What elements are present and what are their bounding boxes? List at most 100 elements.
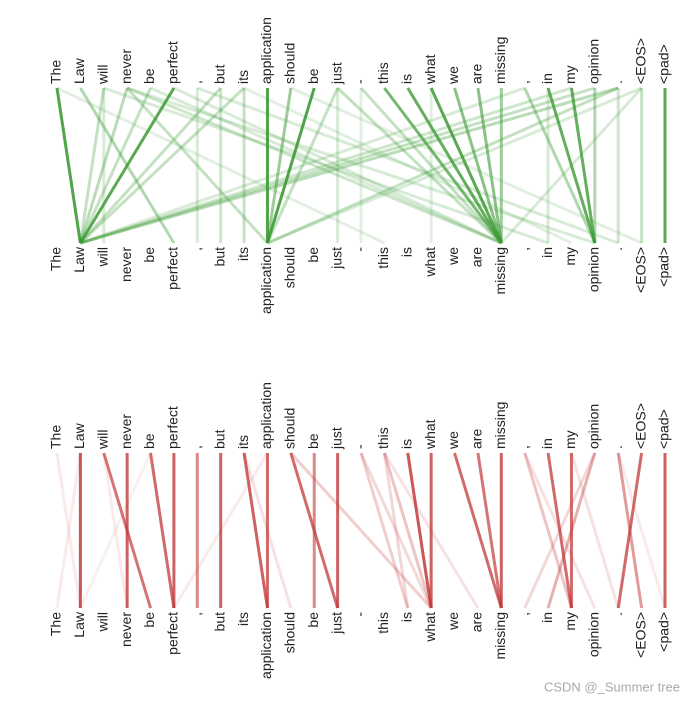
attention-edge [266, 86, 619, 245]
target-token: will [94, 247, 110, 267]
source-token: but [211, 429, 227, 449]
attention-edge [266, 86, 643, 245]
attention-edge [383, 87, 503, 244]
target-token: . [609, 247, 625, 251]
source-token: never [118, 414, 134, 449]
target-token: but [211, 612, 227, 632]
watermark: CSDN @_Summer tree [544, 679, 680, 694]
attention-edge [382, 452, 410, 609]
attention-edge [79, 86, 572, 245]
attention-edge [523, 452, 597, 609]
source-token: never [118, 49, 134, 84]
attention-edge [546, 452, 573, 609]
attention-edge [359, 86, 503, 245]
source-token: - [352, 79, 368, 84]
attention-edge [242, 452, 293, 609]
target-token: missing [492, 247, 508, 294]
attention-edge [79, 86, 526, 245]
target-token: application [258, 247, 274, 314]
target-token: this [375, 612, 391, 634]
source-token: will [94, 65, 110, 85]
attention-edge [383, 452, 480, 609]
target-token: is [398, 247, 414, 257]
attention-edge [616, 452, 644, 609]
attention-edge [476, 87, 503, 244]
target-token: , [188, 247, 204, 251]
source-token: perfect [165, 41, 181, 84]
target-token: never [118, 247, 134, 282]
source-token: what [422, 54, 438, 85]
source-token: my [562, 430, 578, 449]
attention-edge [79, 87, 176, 244]
attention-edge [149, 452, 176, 609]
source-token: <pad> [656, 409, 672, 449]
attention-edge [126, 86, 596, 245]
attention-edge [476, 452, 503, 609]
target-token: be [305, 247, 321, 263]
attention-edge [429, 87, 503, 244]
source-token: The [48, 425, 64, 449]
target-token: . [609, 612, 625, 616]
source-token: be [141, 68, 157, 84]
source-token: , [515, 80, 531, 84]
target-token: , [188, 612, 204, 616]
target-token: are [469, 247, 485, 267]
attention-edge [79, 86, 222, 245]
source-token: <EOS> [632, 403, 648, 449]
source-token: The [48, 60, 64, 84]
source-token: Law [71, 422, 87, 449]
attention-edge [126, 86, 269, 245]
attention-edge [265, 87, 293, 244]
source-token: opinion [586, 39, 602, 84]
target-token: <pad> [656, 612, 672, 652]
attention-edge [359, 452, 433, 609]
source-token: are [469, 64, 485, 84]
attention-edge [570, 452, 620, 609]
attention-edge [523, 87, 597, 244]
attention-edge [79, 86, 596, 245]
attention-edge [266, 87, 316, 244]
target-token: The [48, 247, 64, 271]
target-token: in [539, 247, 555, 258]
target-token: in [539, 612, 555, 623]
attention-edge [172, 452, 269, 609]
attention-edge [359, 452, 410, 609]
target-token: what [422, 612, 438, 643]
source-token: will [94, 430, 110, 450]
attention-edge [336, 86, 503, 245]
target-token: <EOS> [632, 612, 648, 658]
attention-edge [453, 452, 503, 609]
source-token: just [328, 427, 344, 450]
attention-edge [546, 87, 597, 244]
target-token: , [515, 247, 531, 251]
target-token: be [141, 247, 157, 263]
source-token: is [398, 439, 414, 449]
target-token: will [94, 612, 110, 632]
source-token: are [469, 429, 485, 449]
attention-edge [149, 86, 502, 245]
source-token: should [282, 43, 298, 84]
attention-edge [616, 452, 667, 609]
target-token: are [469, 612, 485, 632]
target-token: , [515, 612, 531, 616]
source-token: , [515, 445, 531, 449]
target-token: - [352, 612, 368, 617]
target-token: perfect [165, 612, 181, 655]
source-token: just [328, 62, 344, 85]
target-token: its [235, 247, 251, 261]
target-token: my [562, 612, 578, 631]
source-token: , [188, 80, 204, 84]
source-token: perfect [165, 406, 181, 449]
target-token: Law [71, 611, 87, 638]
source-token: be [305, 68, 321, 84]
target-token: should [282, 612, 298, 653]
source-token: its [235, 435, 251, 449]
source-token: in [539, 438, 555, 449]
source-token: missing [492, 402, 508, 449]
target-token: its [235, 612, 251, 626]
attention-edge [406, 452, 433, 609]
target-token: The [48, 612, 64, 636]
source-token: what [422, 419, 438, 450]
source-token: be [141, 433, 157, 449]
target-token: Law [71, 246, 87, 273]
